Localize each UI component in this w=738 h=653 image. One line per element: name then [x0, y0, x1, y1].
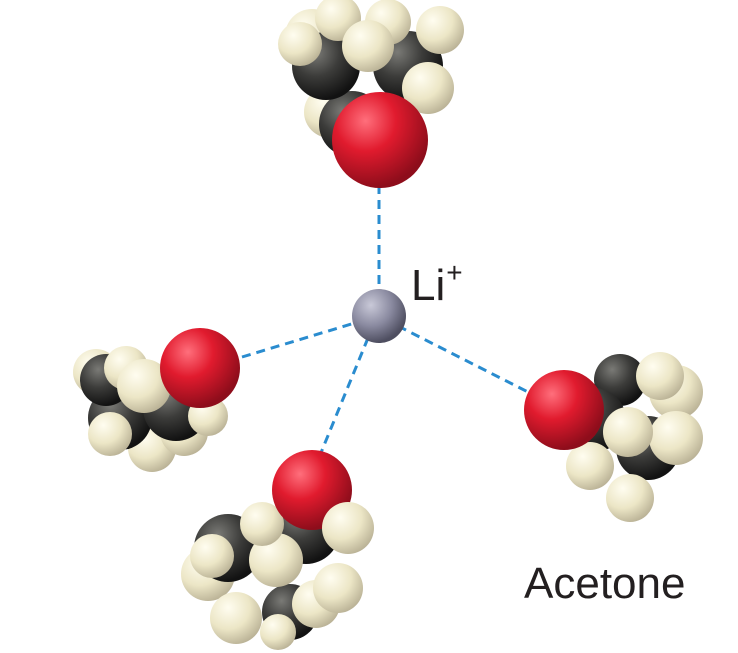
ion-symbol: Li — [411, 261, 446, 310]
oxygen-atom — [332, 92, 428, 188]
bond-left — [241, 320, 359, 359]
molecule-name-label: Acetone — [524, 559, 686, 608]
ion-charge: + — [446, 257, 463, 288]
oxygen-atom — [524, 370, 604, 450]
acetone-molecule-top — [278, 0, 464, 188]
acetone-molecule-bottom — [181, 450, 374, 650]
lithium-ion — [352, 289, 406, 343]
bond-right — [397, 324, 529, 394]
oxygen-atom — [160, 328, 240, 408]
acetone-molecule-right — [524, 352, 703, 522]
bond-bottom — [316, 337, 370, 461]
acetone-molecule-left — [73, 328, 240, 472]
lithium-ion-label: Li+ — [411, 259, 463, 310]
coordination-bonds — [241, 185, 529, 461]
